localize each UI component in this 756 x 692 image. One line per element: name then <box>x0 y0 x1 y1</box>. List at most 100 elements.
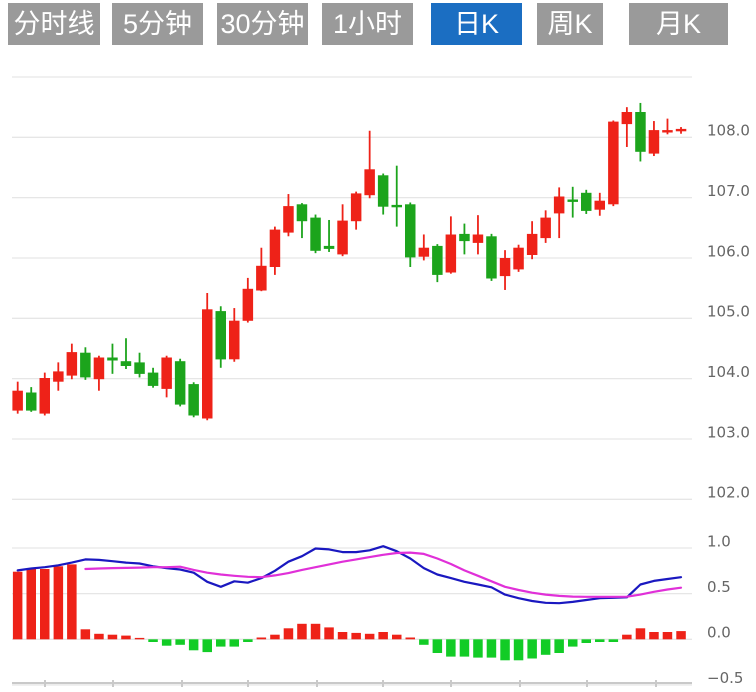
macd-bar <box>188 639 199 651</box>
macd-bar <box>635 628 646 640</box>
price-tick-label: 104.0 <box>707 363 750 381</box>
candle-body <box>553 196 565 214</box>
macd-bar <box>568 639 578 647</box>
macd-bar <box>581 639 591 643</box>
macd-bar <box>432 639 443 653</box>
price-tick-label: 105.0 <box>707 303 750 321</box>
period-tabbar: 分时线 5分钟 30分钟 1小时 日K 周K 月K <box>0 0 756 50</box>
macd-bar <box>94 633 104 640</box>
candle-body <box>513 247 524 270</box>
macd-bar <box>595 639 605 642</box>
dea-line <box>84 551 683 598</box>
tab-weekly-k[interactable]: 周K <box>537 3 603 45</box>
macd-bar <box>67 564 77 640</box>
price-tick-label: 108.0 <box>707 122 750 140</box>
macd-bar <box>310 623 321 640</box>
candle-body <box>134 362 145 374</box>
dif-line <box>16 545 683 605</box>
candle-body <box>621 112 633 125</box>
macd-bar <box>513 639 524 661</box>
candle-body <box>283 206 294 233</box>
candle-body <box>581 192 592 211</box>
candle-body <box>635 112 646 152</box>
macd-bar <box>243 639 253 642</box>
price-tick-label: 107.0 <box>707 182 750 200</box>
candle-body <box>377 175 389 207</box>
macd-bar <box>324 627 334 640</box>
candle-body <box>526 233 538 255</box>
candle-body <box>296 204 308 222</box>
candle-body <box>93 357 105 380</box>
macd-bar <box>364 633 375 640</box>
price-tick-label: 102.0 <box>707 484 750 502</box>
macd-bar <box>405 637 415 640</box>
macd-bar <box>459 639 470 657</box>
candle-body <box>391 204 402 208</box>
candle-body <box>202 309 213 419</box>
tab-daily-k[interactable]: 日K <box>431 3 522 45</box>
macd-bar <box>161 639 172 646</box>
candle-body <box>486 236 497 279</box>
macd-bar <box>12 571 23 640</box>
candle-body <box>567 199 578 202</box>
candle-body <box>540 217 551 239</box>
macd-bar <box>26 568 36 640</box>
candle-body <box>472 234 484 243</box>
macd-bar <box>216 639 226 647</box>
candle-body <box>161 357 172 389</box>
macd-bar <box>53 566 64 640</box>
price-tick-label: 103.0 <box>707 423 750 441</box>
candle-body <box>445 234 457 273</box>
candle-body <box>147 372 159 386</box>
candle-body <box>364 169 375 196</box>
macd-bar <box>351 632 361 640</box>
macd-bar <box>40 569 50 640</box>
candle-body <box>432 245 443 275</box>
tab-monthly-k[interactable]: 月K <box>629 3 728 45</box>
candle-body <box>405 204 416 258</box>
macd-bar <box>80 629 91 640</box>
macd-bar <box>662 632 673 640</box>
macd-bar <box>554 639 564 653</box>
price-tick-label: 106.0 <box>707 242 750 260</box>
candle-body <box>188 384 199 416</box>
candle-body <box>12 390 23 411</box>
candle-body <box>323 245 335 249</box>
macd-bar <box>540 639 551 655</box>
macd-bar <box>270 634 280 640</box>
tab-30min[interactable]: 30分钟 <box>217 3 308 45</box>
tab-1hour[interactable]: 1小时 <box>322 3 413 45</box>
macd-bar <box>175 639 185 645</box>
candle-body <box>242 288 254 321</box>
candle-body <box>80 352 91 378</box>
macd-bar <box>121 635 131 640</box>
candle-body <box>594 200 605 210</box>
tab-5min[interactable]: 5分钟 <box>112 3 203 45</box>
candle-body <box>120 361 132 366</box>
macd-bar <box>676 631 686 640</box>
macd-bar <box>148 639 158 642</box>
macd-bar <box>500 639 510 661</box>
candle-body <box>53 371 64 382</box>
macd-bar <box>134 637 145 640</box>
macd-bar <box>283 628 294 640</box>
candle-body <box>337 220 348 255</box>
candle-body <box>648 130 660 154</box>
macd-tick-label: 0.5 <box>707 578 731 596</box>
macd-tick-label: 1.0 <box>707 532 731 550</box>
candle-body <box>107 357 118 361</box>
candle-body <box>350 193 362 222</box>
candle-body <box>459 233 470 242</box>
macd-bar <box>107 634 118 640</box>
macd-bar <box>419 639 429 645</box>
candle-body <box>418 247 430 257</box>
macd-bar <box>608 639 619 642</box>
macd-bar <box>622 634 632 640</box>
candle-body <box>66 352 78 376</box>
tab-time-line[interactable]: 分时线 <box>8 3 100 45</box>
macd-bar <box>392 634 402 640</box>
macd-tick-label: −0.5 <box>707 669 743 687</box>
candle-body <box>39 378 50 414</box>
